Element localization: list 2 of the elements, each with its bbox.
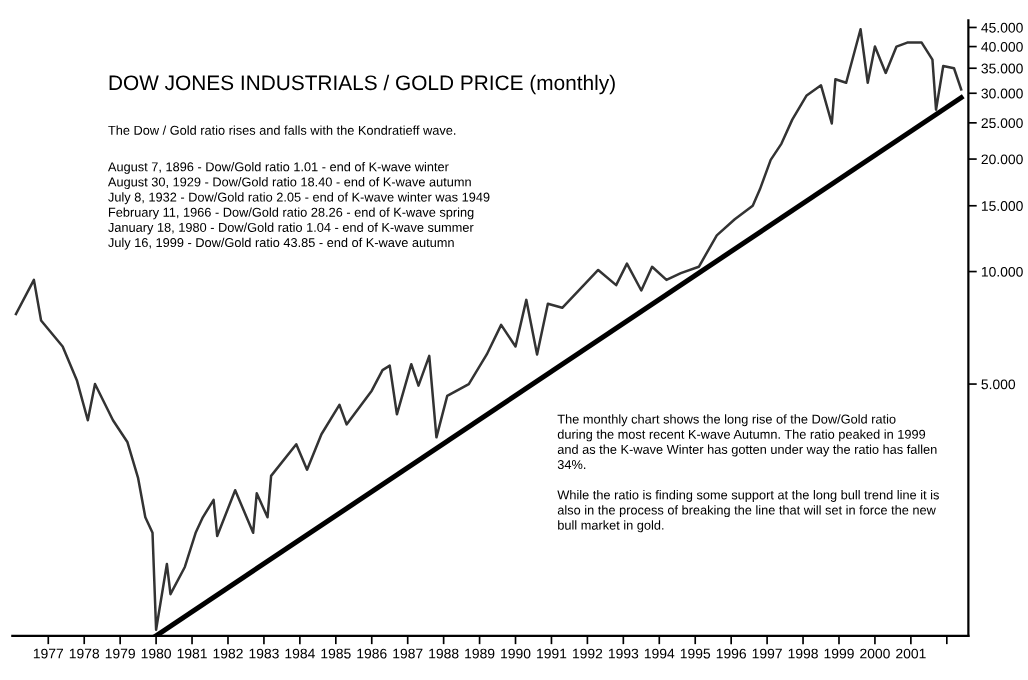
line-series: [14, 28, 963, 632]
text: DOW JONES INDUSTRIALS / GOLD PRICE (monthly): [109, 74, 615, 95]
